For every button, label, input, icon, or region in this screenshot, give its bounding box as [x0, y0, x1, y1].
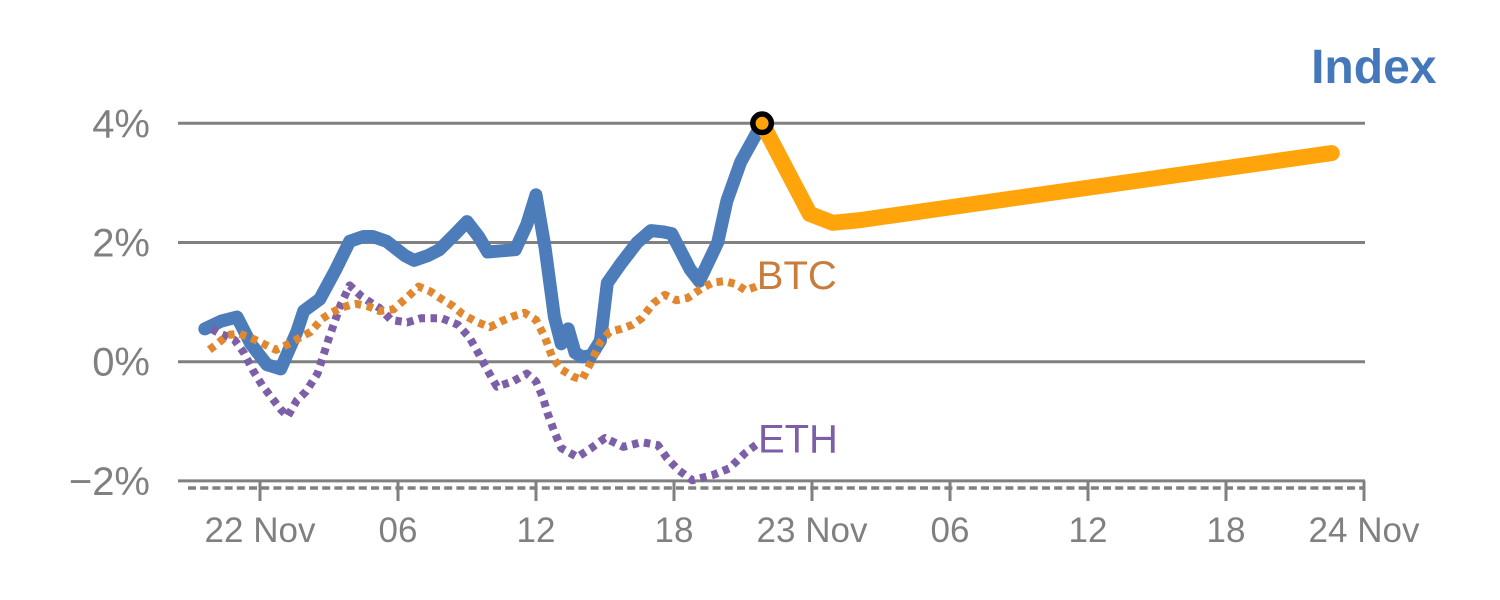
series-layer — [198, 115, 1340, 485]
eth-series-label: ETH — [758, 417, 838, 461]
y-tick-label: 4% — [92, 102, 150, 146]
series-index — [198, 116, 769, 376]
y-tick-label: 0% — [92, 341, 150, 385]
x-tick-label: 18 — [655, 511, 694, 550]
y-tick-label: −2% — [69, 460, 150, 504]
series-index-forecast — [754, 115, 1340, 231]
grid-layer: 4% 2% 0% −2% — [69, 102, 1365, 504]
y-tick-label: 2% — [92, 222, 150, 266]
x-tick-label: 12 — [517, 511, 556, 550]
x-tick-label: 23 Nov — [757, 511, 868, 550]
axis-layer: 22 Nov 06 12 18 23 Nov 06 12 18 24 Nov — [188, 481, 1420, 550]
x-tick-label: 18 — [1207, 511, 1246, 550]
index-series-label: Index — [1311, 41, 1437, 94]
series-eth — [209, 281, 761, 485]
btc-series-label: BTC — [757, 254, 837, 298]
x-tick-label: 06 — [379, 511, 418, 550]
x-tick-label: 06 — [931, 511, 970, 550]
x-tick-label: 24 Nov — [1309, 511, 1420, 550]
current-point-marker — [750, 111, 775, 136]
marker-layer — [750, 111, 775, 136]
x-tick-label: 22 Nov — [205, 511, 316, 550]
series-btc — [206, 277, 763, 384]
x-tick-label: 12 — [1069, 511, 1108, 550]
